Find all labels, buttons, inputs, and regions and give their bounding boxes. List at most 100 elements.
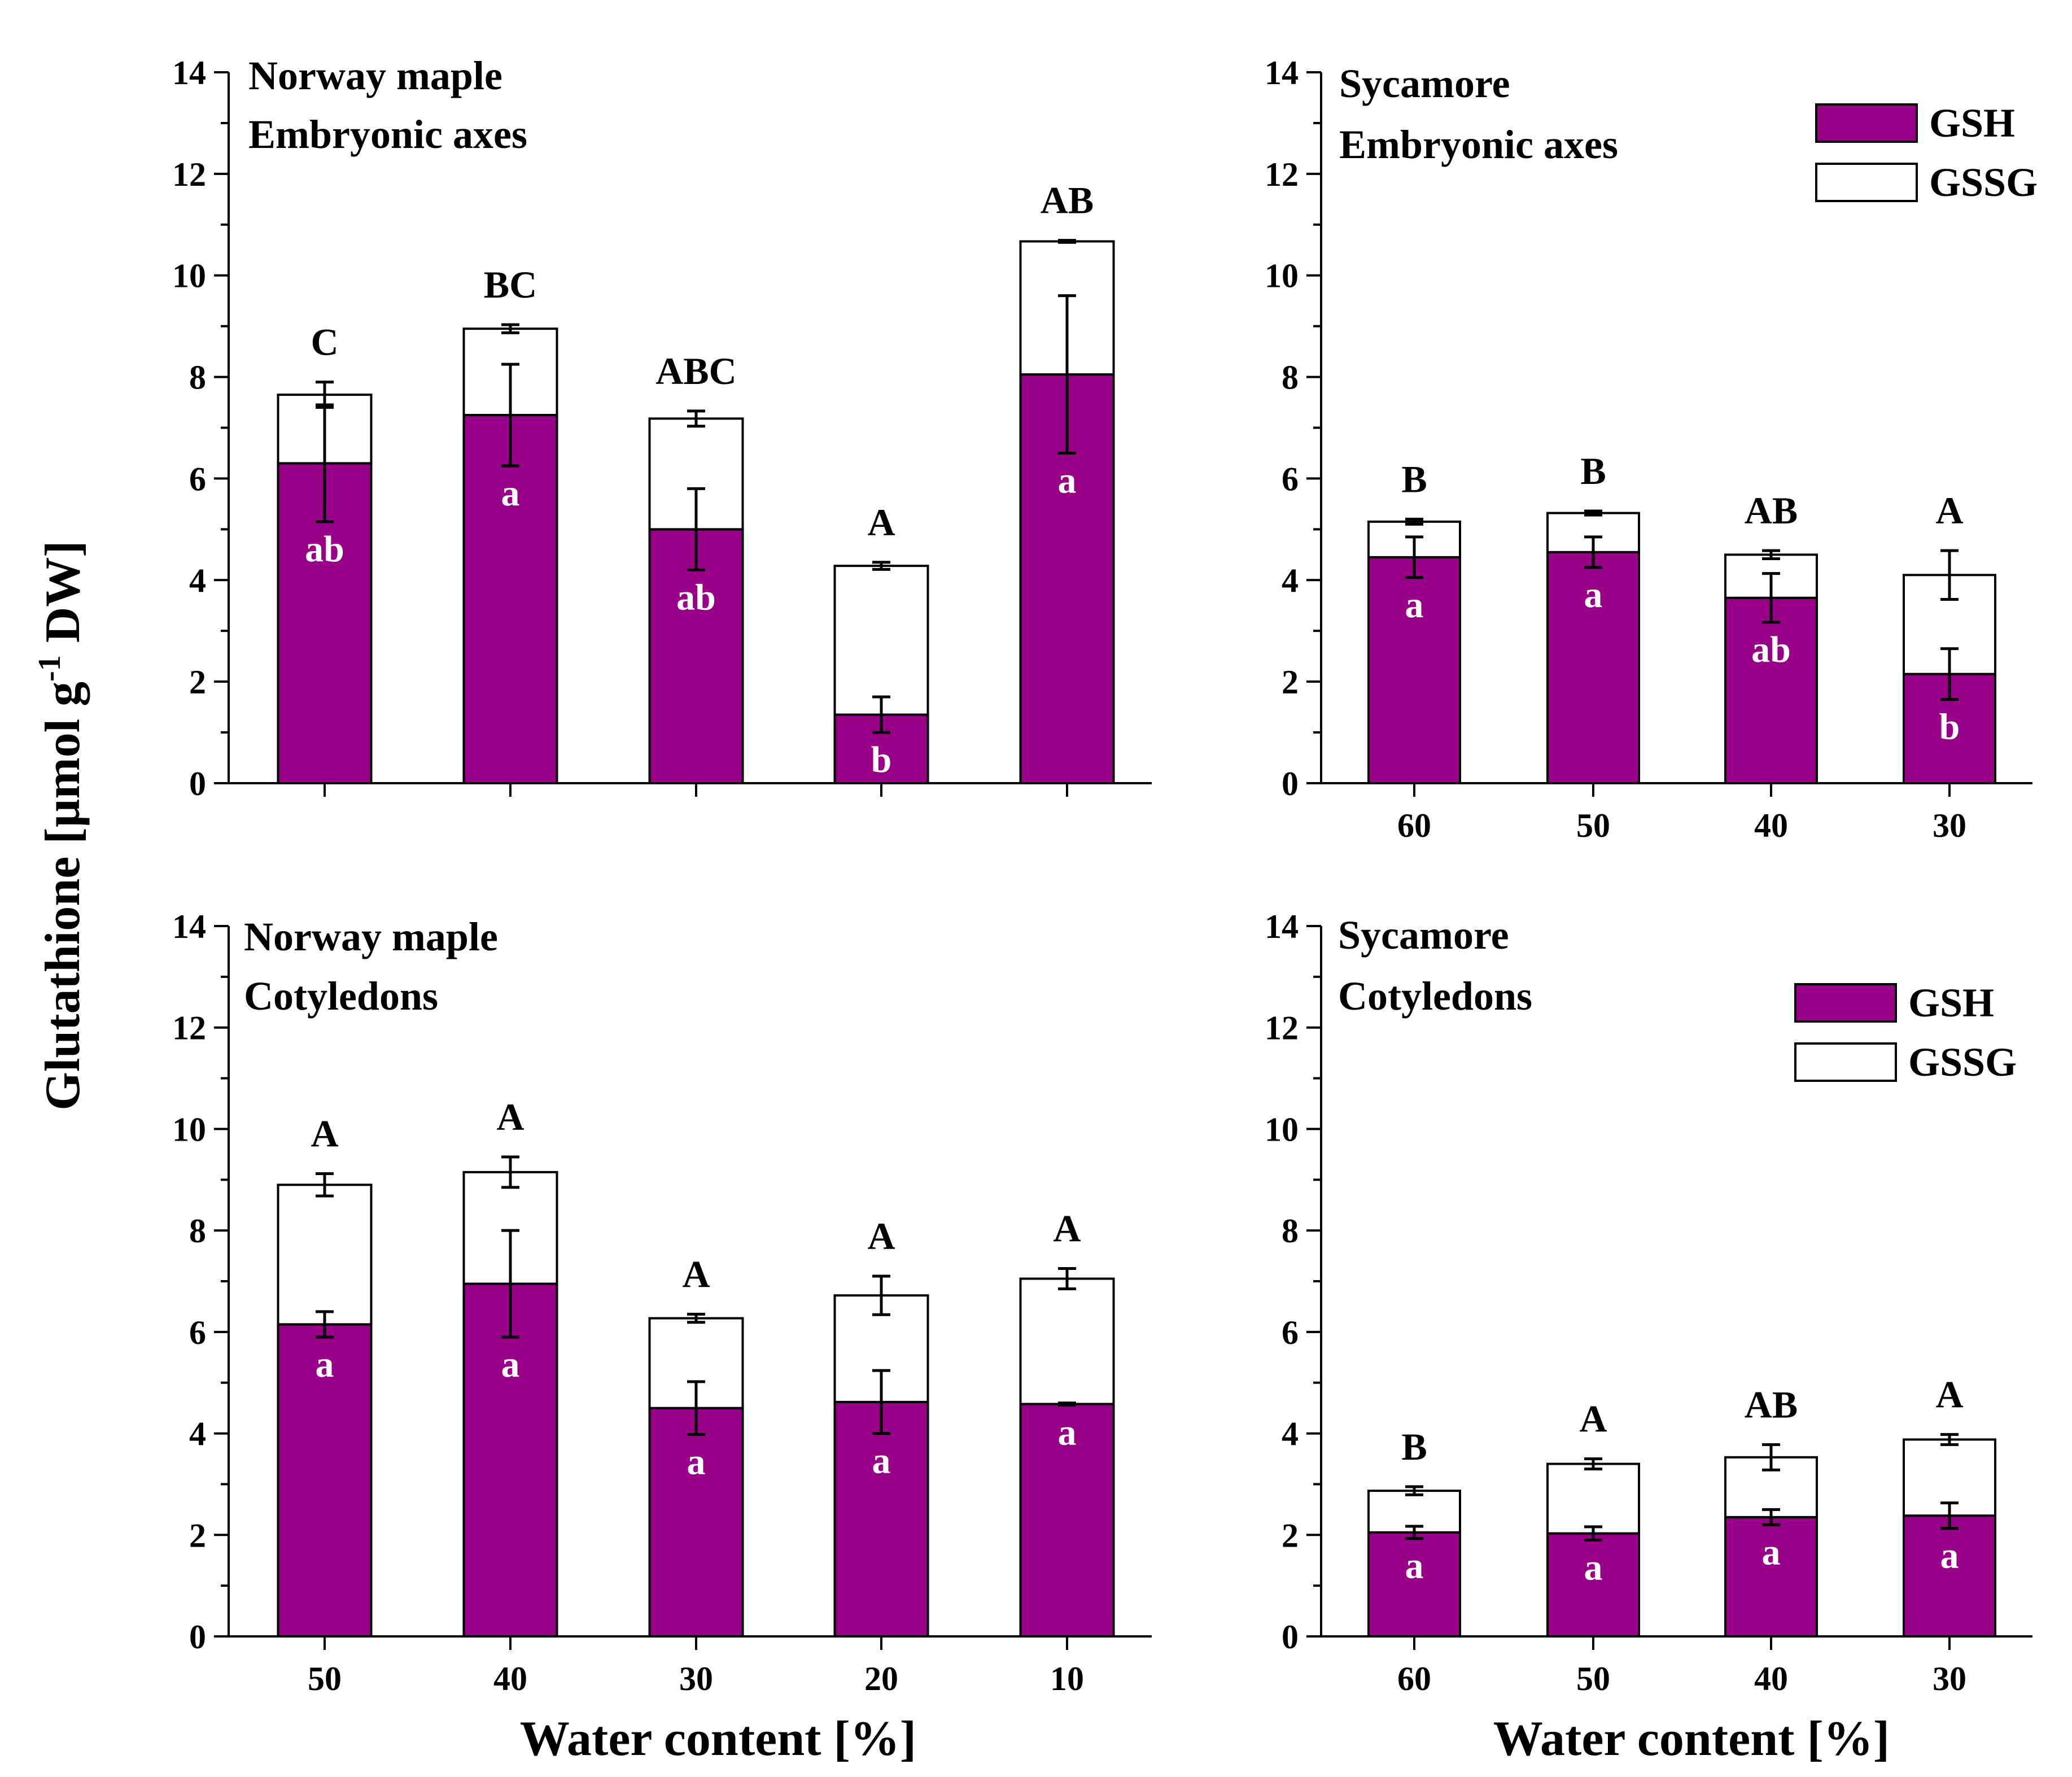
legend-swatch-gssg — [1815, 163, 1918, 202]
y-tick-label: 0 — [1282, 765, 1299, 802]
gsh-significance-letter: a — [316, 1344, 334, 1385]
legend-label-gsh: GSH — [1929, 101, 2015, 146]
chart-panel: 0 2 4 6 8 10 12 14 60 50 40 30 a Ba Aa AB a A Sycamore Coty… — [1265, 908, 2032, 1697]
y-tick-label: 2 — [1282, 1517, 1299, 1554]
bar-gssg — [1019, 1277, 1115, 1405]
gsh-significance-letter: ab — [676, 577, 716, 618]
gsh-significance-letter: ab — [305, 529, 344, 570]
bar-gsh — [1724, 1516, 1818, 1638]
panel-title-line1: Sycamore — [1338, 912, 1509, 958]
x-tick-label: 40 — [1754, 1660, 1788, 1697]
gsh-significance-letter: a — [687, 1441, 706, 1482]
panel-title-line2: Embryonic axes — [248, 112, 527, 157]
y-tick-label: 14 — [1265, 54, 1299, 91]
x-axis-title-right: Water content [%] — [1493, 1711, 1890, 1766]
total-significance-letter: A — [682, 1252, 710, 1295]
y-tick-label: 4 — [189, 562, 206, 599]
y-tick-label: 6 — [1282, 460, 1299, 497]
y-tick-label: 10 — [1265, 1111, 1299, 1148]
x-tick-label: 30 — [1933, 807, 1966, 844]
y-tick-label: 8 — [1282, 1212, 1299, 1250]
total-significance-letter: ABC — [655, 350, 737, 392]
x-tick-label: 60 — [1397, 807, 1431, 844]
total-significance-letter: B — [1401, 1425, 1427, 1468]
x-tick-label: 30 — [679, 1660, 713, 1697]
bar-gsh — [462, 414, 558, 784]
total-significance-letter: C — [311, 321, 338, 364]
total-significance-letter: A — [311, 1112, 338, 1155]
panel-title-line1: Sycamore — [1339, 61, 1510, 106]
bar-gssg — [833, 565, 929, 716]
y-tick-label: 6 — [189, 460, 206, 497]
legend-label-gssg: GSSG — [1908, 1040, 2017, 1085]
panel-title-line1: Norway maple — [244, 914, 498, 959]
bar-gsh — [1019, 1403, 1115, 1638]
legend-swatch-gsh — [1815, 103, 1918, 143]
y-tick-label: 0 — [1282, 1618, 1299, 1656]
bar-gsh — [277, 1323, 373, 1638]
y-tick-label: 8 — [189, 359, 206, 396]
total-significance-letter: BC — [484, 263, 537, 306]
y-tick-label: 14 — [1265, 908, 1299, 945]
x-tick-label: 40 — [1754, 807, 1788, 844]
total-significance-letter: B — [1401, 457, 1427, 500]
bar-gssg — [1546, 1462, 1640, 1535]
gsh-significance-letter: a — [1940, 1535, 1959, 1577]
y-tick-label: 0 — [189, 1618, 206, 1656]
legend-swatch-gsh — [1794, 983, 1897, 1023]
y-tick-label: 2 — [1282, 663, 1299, 701]
y-tick-label: 12 — [172, 156, 206, 193]
y-tick-label: 12 — [172, 1010, 206, 1047]
y-tick-label: 12 — [1265, 1010, 1299, 1047]
gsh-significance-letter: a — [501, 1344, 520, 1385]
y-tick-label: 6 — [1282, 1314, 1299, 1351]
gsh-significance-letter: a — [1762, 1531, 1781, 1573]
y-tick-label: 4 — [1282, 562, 1299, 599]
bar-gsh — [1546, 1532, 1640, 1638]
y-tick-label: 2 — [189, 1517, 206, 1554]
y-tick-label: 8 — [189, 1212, 206, 1250]
gsh-significance-letter: ab — [1751, 629, 1791, 670]
x-tick-label: 10 — [1050, 1660, 1084, 1697]
y-tick-label: 0 — [189, 765, 206, 802]
y-axis-title-superscript: -1 — [32, 655, 67, 682]
panel-title-line2: Embryonic axes — [1339, 122, 1618, 167]
panel-title-line2: Cotyledons — [1338, 973, 1532, 1019]
total-significance-letter: AB — [1041, 179, 1094, 222]
x-tick-label: 50 — [1576, 807, 1610, 844]
bar-gsh — [648, 1407, 744, 1638]
bar-gsh — [648, 528, 744, 784]
panel-title-line1: Norway maple — [248, 53, 502, 98]
gsh-significance-letter: b — [871, 739, 892, 780]
bar-gsh — [833, 1400, 929, 1638]
y-tick-label: 2 — [189, 663, 206, 701]
y-axis-title: Glutathione [µmol g-1 DW] — [32, 540, 90, 1110]
total-significance-letter: A — [1935, 489, 1963, 532]
gsh-significance-letter: a — [1405, 584, 1424, 626]
y-tick-label: 14 — [172, 908, 206, 945]
gsh-significance-letter: a — [1405, 1545, 1424, 1587]
x-tick-label: 20 — [864, 1660, 898, 1697]
panel-title-line2: Cotyledons — [244, 973, 438, 1019]
bar-gsh — [1546, 551, 1640, 784]
total-significance-letter: A — [867, 501, 895, 544]
y-tick-label: 10 — [172, 257, 206, 295]
gsh-significance-letter: a — [1058, 460, 1077, 501]
legend-label-gsh: GSH — [1908, 980, 1994, 1025]
x-tick-label: 50 — [308, 1660, 342, 1697]
gsh-significance-letter: a — [1584, 574, 1603, 615]
x-tick-label: 50 — [1576, 1660, 1610, 1697]
y-tick-label: 10 — [172, 1111, 206, 1148]
y-tick-label: 8 — [1282, 359, 1299, 396]
bar-gsh — [1367, 556, 1461, 784]
total-significance-letter: A — [867, 1215, 895, 1258]
gsh-significance-letter: a — [1584, 1547, 1603, 1588]
total-significance-letter: A — [496, 1095, 524, 1138]
y-tick-label: 14 — [172, 54, 206, 91]
y-axis-title-main: Glutathione [µmol g — [36, 682, 90, 1111]
total-significance-letter: A — [1579, 1398, 1607, 1440]
gsh-significance-letter: a — [872, 1440, 891, 1482]
gsh-significance-letter: b — [1939, 706, 1960, 748]
y-tick-label: 4 — [189, 1416, 206, 1453]
chart-panel: 0 2 4 6 8 10 12 14 60 50 40 30 a Ba Bab AB b A Sycamore Emb… — [1265, 54, 2038, 844]
